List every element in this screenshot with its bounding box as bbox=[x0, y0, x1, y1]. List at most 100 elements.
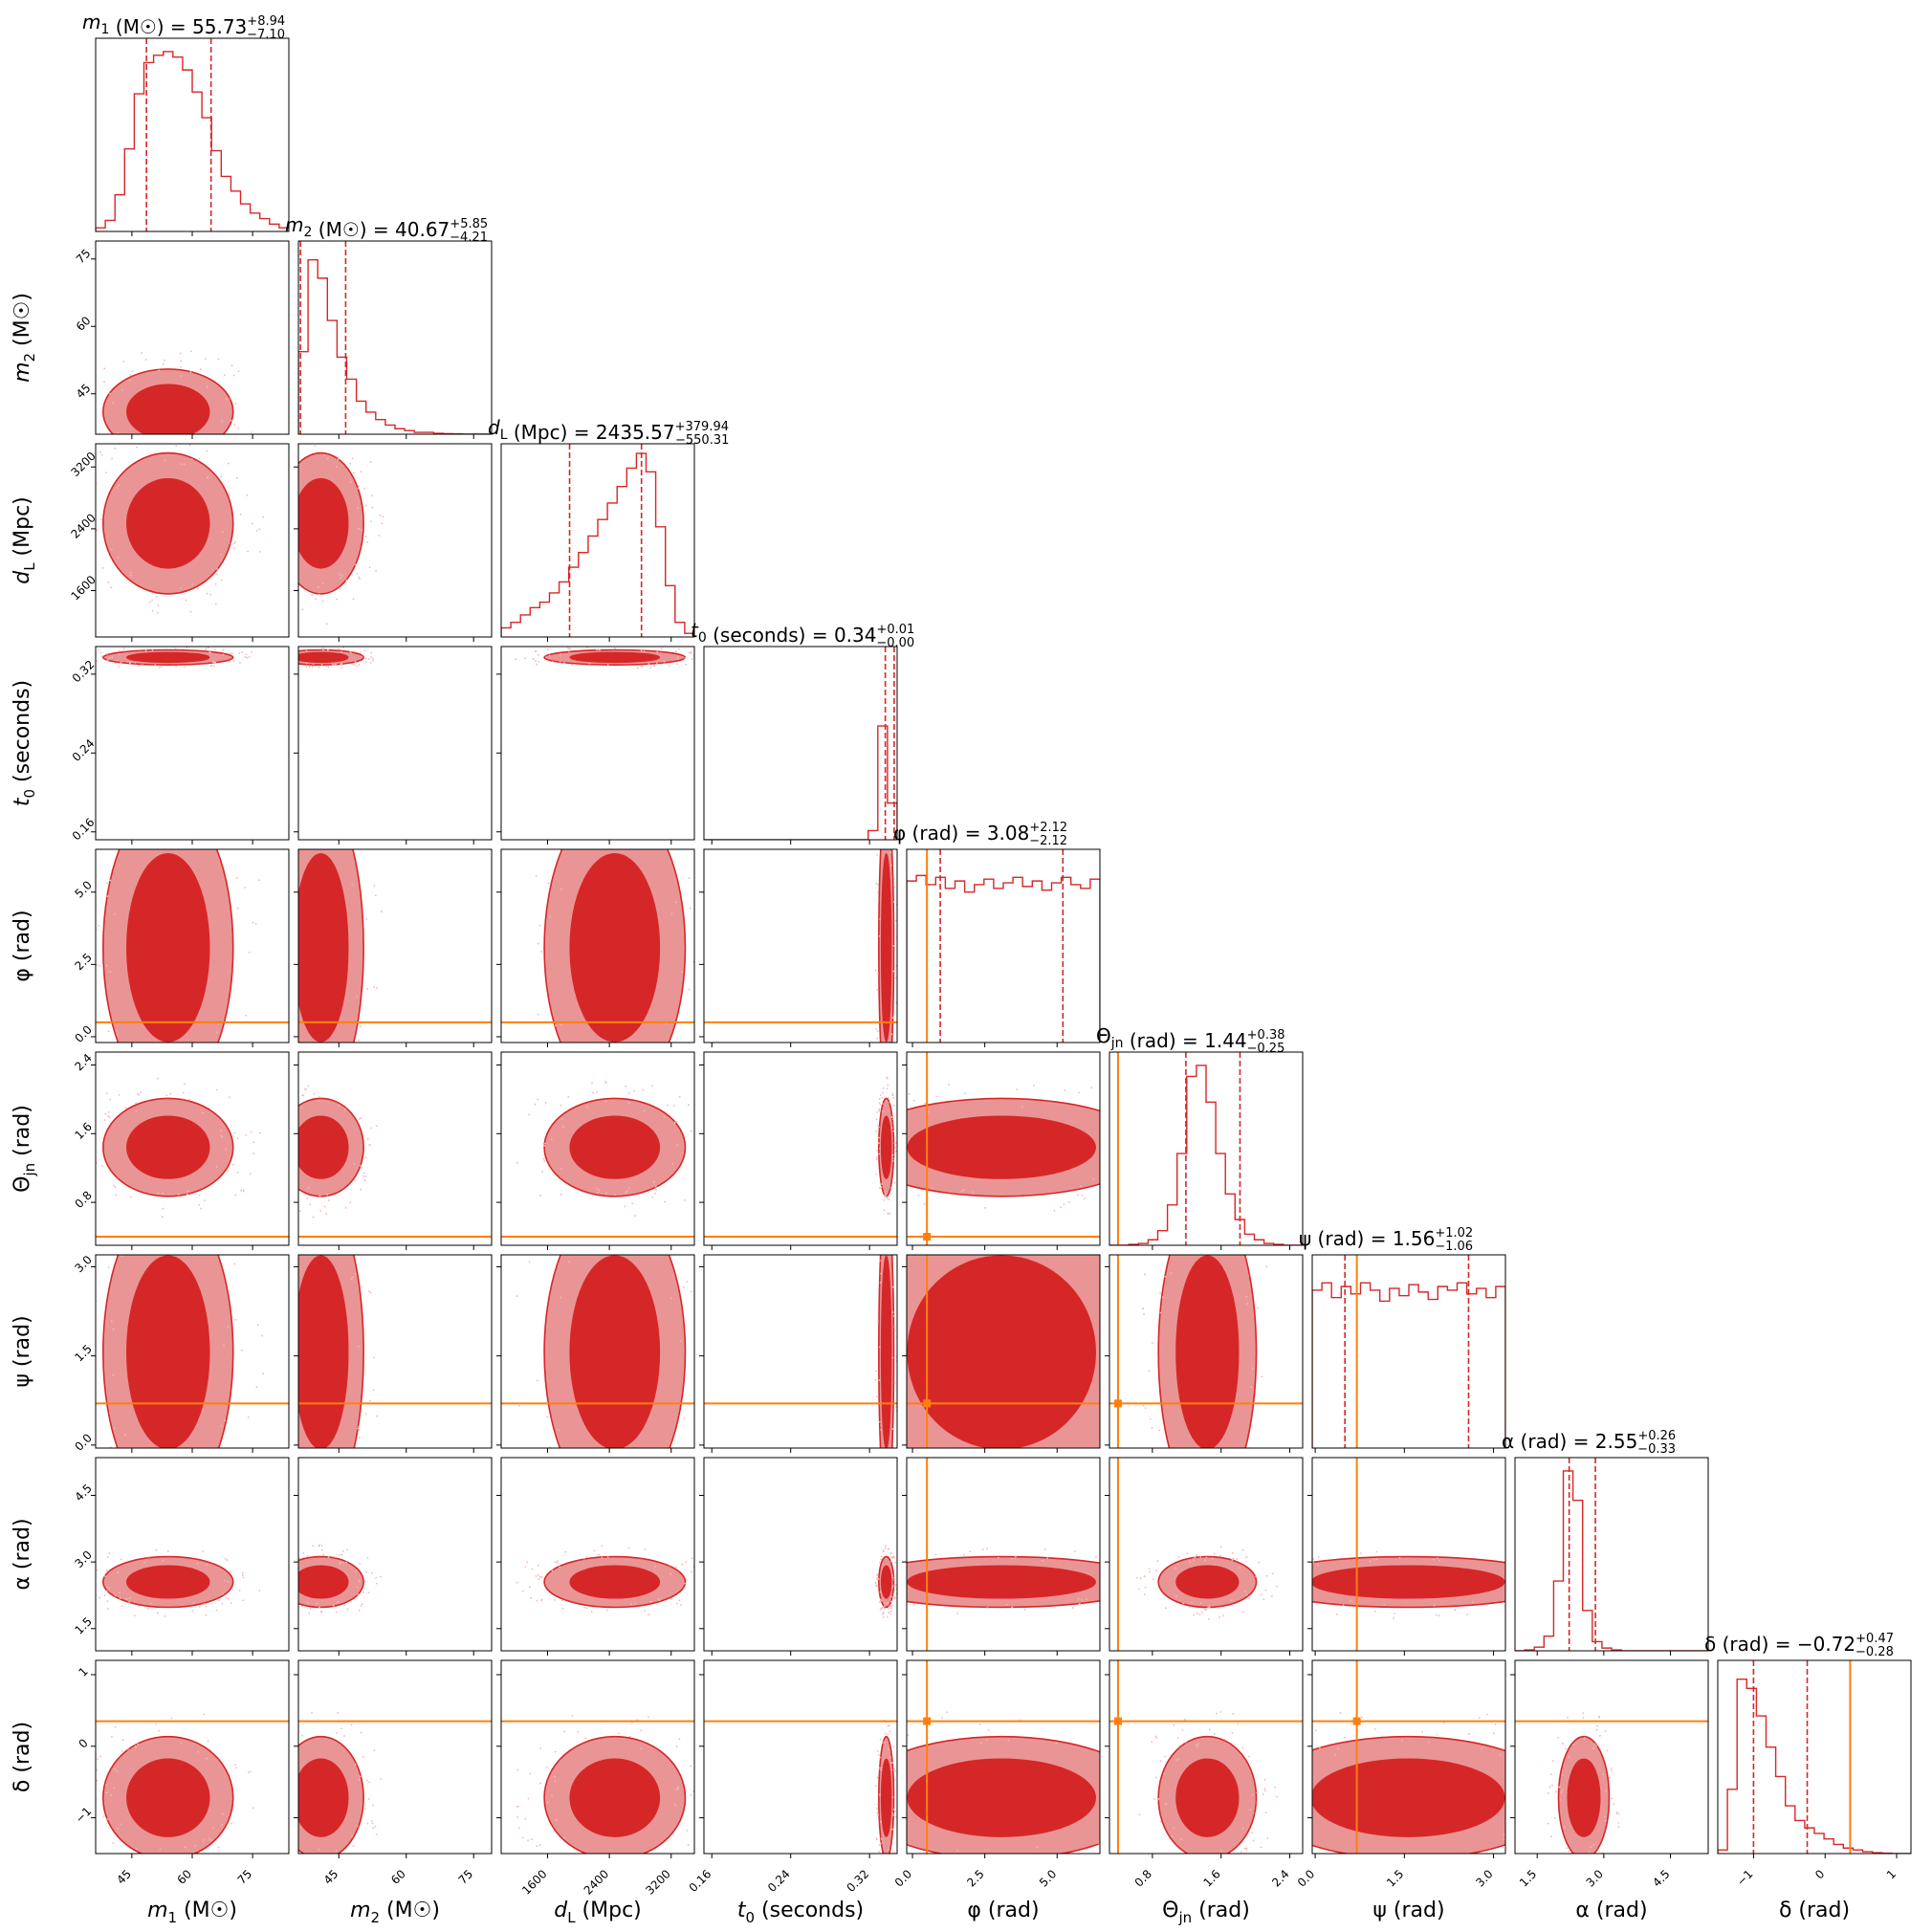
sample-point bbox=[885, 1496, 887, 1498]
sample-point bbox=[204, 358, 207, 360]
x-tick-label: 1.5 bbox=[1384, 1867, 1406, 1889]
sample-point bbox=[129, 572, 132, 574]
sample-point bbox=[876, 1111, 879, 1113]
sample-point bbox=[645, 1476, 647, 1478]
truth-marker bbox=[923, 1399, 932, 1408]
sample-point bbox=[874, 1130, 877, 1132]
sample-point bbox=[276, 652, 278, 654]
sample-point bbox=[950, 1865, 952, 1867]
sample-point bbox=[284, 650, 286, 652]
sample-point bbox=[104, 1112, 107, 1115]
sample-point bbox=[1142, 1404, 1145, 1407]
sample-point bbox=[890, 1547, 892, 1548]
sample-point bbox=[1263, 1567, 1265, 1569]
sample-point bbox=[1594, 1864, 1596, 1866]
sample-point bbox=[103, 1119, 106, 1121]
sample-point bbox=[880, 1183, 883, 1185]
sample-point bbox=[206, 1563, 208, 1566]
sample-point bbox=[1046, 1229, 1048, 1231]
sample-point bbox=[114, 912, 116, 915]
sample-point bbox=[890, 1556, 893, 1559]
sample-point bbox=[364, 1175, 367, 1178]
sample-point bbox=[878, 1047, 880, 1049]
sample-point bbox=[155, 1548, 158, 1551]
sample-point bbox=[1245, 1847, 1248, 1850]
sample-point bbox=[547, 1202, 549, 1204]
sample-point bbox=[359, 1563, 362, 1565]
sample-point bbox=[222, 648, 225, 651]
sample-point bbox=[889, 1186, 892, 1189]
sample-point bbox=[314, 445, 317, 448]
sample-point bbox=[1207, 1618, 1210, 1620]
sample-point bbox=[1173, 1827, 1175, 1830]
sample-point bbox=[369, 461, 372, 463]
sample-point bbox=[1241, 1827, 1244, 1830]
sample-point bbox=[892, 1814, 894, 1816]
sample-point bbox=[1557, 1736, 1559, 1739]
sample-point bbox=[560, 814, 562, 816]
sample-point bbox=[346, 1869, 348, 1871]
sample-point bbox=[1193, 1614, 1196, 1616]
sample-point bbox=[924, 1102, 927, 1105]
sample-point bbox=[516, 1815, 518, 1818]
sample-point bbox=[341, 1561, 344, 1564]
sample-point bbox=[1225, 1196, 1227, 1197]
sample-point bbox=[879, 1197, 881, 1199]
sample-point bbox=[364, 1156, 367, 1159]
sample-point bbox=[272, 1023, 274, 1025]
sample-point bbox=[283, 1781, 285, 1783]
sample-point bbox=[1143, 1575, 1146, 1578]
sample-point bbox=[239, 513, 242, 516]
sample-point bbox=[890, 1768, 893, 1771]
sample-point bbox=[141, 1523, 143, 1525]
sample-point bbox=[892, 1121, 895, 1124]
sample-point bbox=[695, 1252, 697, 1254]
sample-point bbox=[200, 368, 202, 370]
panel-alpha-vs-m1: 1.53.04.5α (rad) bbox=[11, 1457, 290, 1656]
sample-point bbox=[277, 1015, 279, 1017]
sample-point bbox=[678, 1095, 681, 1098]
sample-point bbox=[372, 659, 375, 662]
sample-point bbox=[337, 829, 339, 831]
sample-point bbox=[294, 661, 296, 663]
sample-point bbox=[1092, 1177, 1095, 1180]
sample-point bbox=[113, 1768, 116, 1770]
sample-point bbox=[908, 1522, 910, 1524]
sample-point bbox=[1093, 1226, 1095, 1228]
sample-point bbox=[891, 1356, 894, 1359]
sample-point bbox=[537, 1573, 539, 1576]
sample-point bbox=[166, 1549, 169, 1552]
sample-point bbox=[365, 1779, 368, 1782]
sample-point bbox=[241, 1349, 244, 1351]
sample-point bbox=[893, 886, 896, 889]
sample-point bbox=[887, 1724, 889, 1727]
sample-point bbox=[206, 450, 209, 452]
sample-point bbox=[884, 1214, 886, 1216]
sample-point bbox=[309, 1203, 312, 1206]
sample-point bbox=[339, 1553, 340, 1556]
sample-point bbox=[880, 1869, 882, 1871]
sample-point bbox=[265, 1118, 267, 1120]
sample-point bbox=[360, 1454, 362, 1456]
density-contour-1 bbox=[126, 853, 210, 1043]
sample-point bbox=[114, 1180, 116, 1182]
sample-point bbox=[1563, 1603, 1565, 1605]
sample-point bbox=[1122, 1202, 1124, 1204]
sample-point bbox=[1221, 1614, 1224, 1617]
sample-point bbox=[554, 1024, 557, 1027]
sample-point bbox=[894, 1810, 897, 1812]
sample-point bbox=[1102, 1721, 1104, 1723]
panel-frame bbox=[1311, 1254, 1506, 1449]
sample-point bbox=[637, 1517, 639, 1519]
sample-point bbox=[231, 1163, 234, 1166]
sample-point bbox=[269, 861, 271, 863]
sample-point bbox=[319, 1209, 322, 1212]
sample-point bbox=[231, 1822, 233, 1825]
sample-point bbox=[302, 1485, 304, 1487]
sample-point bbox=[871, 1098, 873, 1100]
sample-point bbox=[1241, 1549, 1244, 1551]
sample-point bbox=[888, 1860, 889, 1862]
sample-point bbox=[566, 647, 569, 649]
sample-point bbox=[891, 1252, 893, 1254]
sample-point bbox=[880, 1607, 883, 1610]
